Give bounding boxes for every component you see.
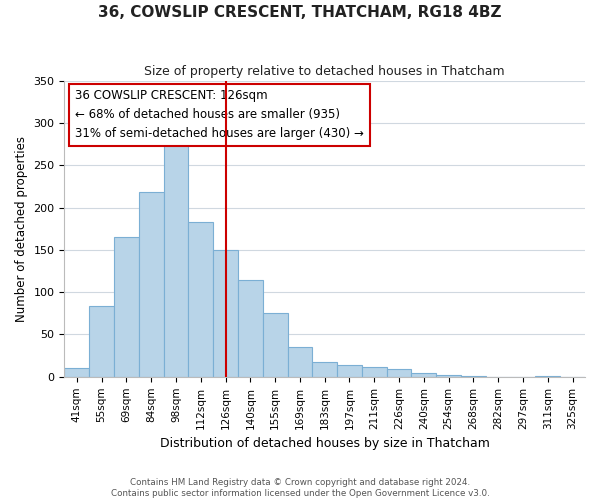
Bar: [436, 375, 461, 377]
Title: Size of property relative to detached houses in Thatcham: Size of property relative to detached ho…: [145, 65, 505, 78]
X-axis label: Distribution of detached houses by size in Thatcham: Distribution of detached houses by size …: [160, 437, 490, 450]
Bar: [89, 306, 114, 377]
Y-axis label: Number of detached properties: Number of detached properties: [15, 136, 28, 322]
Bar: [238, 280, 263, 377]
Bar: [139, 192, 164, 377]
Text: Contains HM Land Registry data © Crown copyright and database right 2024.
Contai: Contains HM Land Registry data © Crown c…: [110, 478, 490, 498]
Bar: [412, 372, 436, 377]
Bar: [64, 368, 89, 377]
Bar: [263, 314, 287, 377]
Bar: [188, 222, 213, 377]
Bar: [213, 250, 238, 377]
Text: 36 COWSLIP CRESCENT: 126sqm
← 68% of detached houses are smaller (935)
31% of se: 36 COWSLIP CRESCENT: 126sqm ← 68% of det…: [75, 90, 364, 140]
Bar: [337, 365, 362, 377]
Bar: [164, 134, 188, 377]
Bar: [386, 369, 412, 377]
Bar: [114, 237, 139, 377]
Bar: [362, 366, 386, 377]
Bar: [287, 347, 313, 377]
Bar: [461, 376, 486, 377]
Bar: [313, 362, 337, 377]
Bar: [535, 376, 560, 377]
Text: 36, COWSLIP CRESCENT, THATCHAM, RG18 4BZ: 36, COWSLIP CRESCENT, THATCHAM, RG18 4BZ: [98, 5, 502, 20]
